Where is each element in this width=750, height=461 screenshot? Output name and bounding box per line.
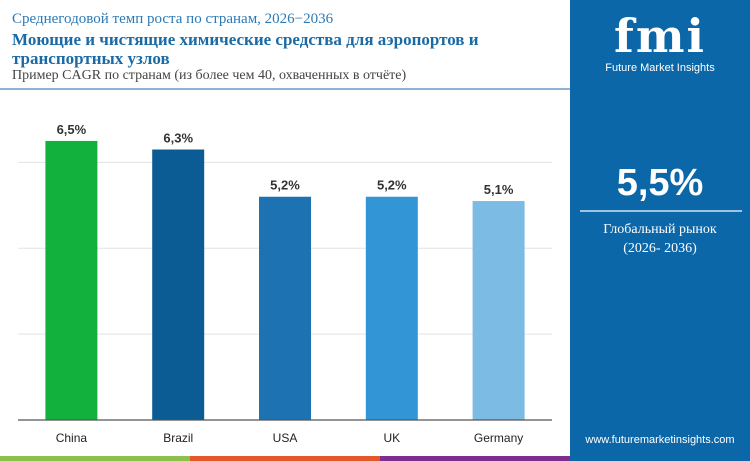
chart-note: Пример CAGR по странам (из более чем 40,… bbox=[12, 68, 407, 83]
bar-chart: 6,5% China 6,3% Brazil 5,2% USA 5,2% UK 5,1% Germ… bbox=[18, 122, 552, 445]
bar-china bbox=[45, 140, 98, 420]
website-link[interactable]: www.futuremarketinsights.com bbox=[585, 434, 735, 446]
fmi-logo: fmi Future Market Insights bbox=[570, 8, 750, 74]
x-tick-label: UK bbox=[383, 431, 400, 445]
bar-germany bbox=[472, 201, 525, 420]
panel-divider bbox=[580, 210, 742, 212]
data-label: 5,2% bbox=[377, 178, 407, 193]
bar-brazil bbox=[152, 149, 205, 420]
global-period: (2026- 2036) bbox=[623, 241, 697, 256]
data-label: 6,3% bbox=[163, 131, 193, 146]
global-label-block: Глобальный рынок (2026- 2036) bbox=[570, 220, 750, 258]
x-tick-label: China bbox=[56, 431, 88, 445]
logo-mark: fmi bbox=[614, 9, 706, 63]
global-cagr-value: 5,5% bbox=[616, 162, 704, 204]
x-tick-label: USA bbox=[273, 431, 298, 445]
data-label: 6,5% bbox=[57, 122, 87, 137]
side-panel: fmi Future Market Insights 5,5% Глобальн… bbox=[570, 0, 750, 461]
data-label: 5,2% bbox=[270, 178, 300, 193]
chart-subtitle: Среднегодовой темп роста по странам, 202… bbox=[12, 11, 334, 27]
header-divider bbox=[0, 88, 570, 90]
logo-name: Future Market Insights bbox=[605, 62, 715, 74]
chart-title: Моющие и чистящие химические средства дл… bbox=[12, 30, 479, 68]
global-label: Глобальный рынок bbox=[603, 222, 717, 237]
footer-stripe-green bbox=[0, 456, 190, 461]
bar-usa bbox=[259, 196, 311, 420]
x-tick-label: Brazil bbox=[163, 431, 193, 445]
footer-stripe-purple bbox=[380, 456, 570, 461]
data-label: 5,1% bbox=[484, 182, 514, 197]
bar-uk bbox=[365, 196, 418, 420]
footer-stripe-orange bbox=[190, 456, 380, 461]
x-tick-label: Germany bbox=[474, 431, 523, 445]
